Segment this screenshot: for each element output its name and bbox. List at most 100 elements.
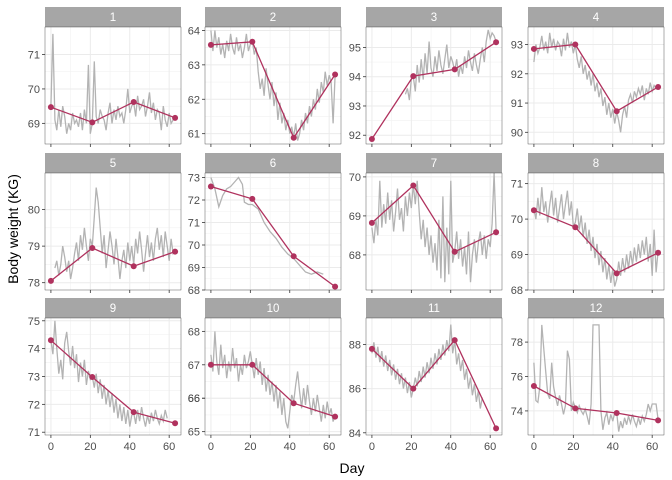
y-tick-label: 72 [188, 195, 200, 207]
y-tick-label: 63 [188, 60, 200, 72]
strip-background [528, 298, 664, 318]
summary-point [47, 104, 54, 111]
x-tick-label: 0 [369, 441, 375, 453]
panels: 1697071261626364392939495490919293578798… [28, 7, 665, 453]
strip-label: 12 [590, 303, 603, 315]
y-tick-label: 69 [349, 211, 361, 223]
strip-background [45, 298, 181, 318]
summary-point [451, 66, 458, 73]
summary-point [47, 277, 54, 284]
summary-point [655, 249, 662, 256]
y-tick-label: 65 [188, 427, 200, 439]
x-tick-label: 0 [208, 441, 214, 453]
y-tick-label: 64 [188, 25, 200, 37]
panel-6: 6 68 69 70 71 72 73 [188, 153, 342, 297]
summary-point [410, 73, 417, 80]
panel-5: 5 78 79 80 [28, 153, 182, 293]
summary-point [89, 244, 96, 251]
summary-series-line [210, 185, 336, 288]
x-tick-label: 40 [284, 441, 296, 453]
y-tick-label: 72 [28, 399, 40, 411]
panel-background [366, 173, 502, 290]
summary-series-line [50, 247, 176, 282]
panel-background [366, 27, 502, 144]
y-tick-label: 66 [188, 393, 200, 405]
strip-label: 9 [110, 303, 116, 315]
x-tick-label: 60 [646, 441, 658, 453]
raw-series-line [533, 324, 659, 432]
panel-border [204, 317, 342, 436]
y-tick-label: 70 [28, 84, 40, 96]
raw-series-line [54, 187, 176, 280]
y-tick-label: 95 [349, 42, 361, 54]
y-tick-label: 93 [349, 101, 361, 113]
y-tick-label: 80 [28, 205, 40, 217]
summary-point [290, 253, 297, 260]
summary-series-line [210, 364, 336, 418]
summary-point [89, 374, 96, 381]
panel-2: 2 61 62 63 64 [188, 7, 342, 147]
strip-label: 6 [270, 158, 276, 170]
panel-4: 4 90 91 92 93 [511, 7, 665, 147]
summary-series-line [533, 209, 659, 275]
y-tick-label: 68 [188, 285, 200, 297]
raw-series-line [371, 324, 483, 409]
strip-label: 4 [593, 12, 600, 24]
y-tick-label: 66 [188, 393, 200, 405]
summary-point [130, 263, 137, 270]
y-tick-label: 74 [28, 344, 40, 356]
y-tick-label: 70 [511, 214, 523, 226]
x-tick-label: 20 [84, 441, 96, 453]
summary-point [530, 45, 537, 52]
y-tick-label: 61 [188, 129, 200, 141]
strip-background [45, 7, 181, 27]
y-tick-label: 76 [511, 372, 523, 384]
y-tick-label: 94 [349, 72, 361, 84]
strip-background [366, 7, 502, 27]
strip-label: 1 [110, 12, 116, 24]
x-tick-label: 40 [124, 441, 136, 453]
panel-background [366, 318, 502, 435]
summary-series-line [533, 43, 659, 113]
x-axis-title: Day [340, 460, 365, 476]
strip-label: 2 [270, 12, 276, 24]
x-tick-label: 0 [531, 441, 537, 453]
panel-8: 8 68 69 70 71 [511, 153, 665, 297]
strip-background [528, 7, 664, 27]
y-tick-label: 69 [511, 250, 523, 262]
panel-background [205, 173, 341, 290]
summary-point [368, 345, 375, 352]
summary-point [613, 409, 620, 416]
raw-series-line [533, 32, 659, 133]
y-tick-label: 88 [349, 339, 361, 351]
raw-series-line [50, 320, 168, 427]
y-tick-label: 93 [511, 40, 523, 52]
summary-point [249, 38, 256, 45]
x-tick-label: 40 [445, 441, 457, 453]
summary-series-line [371, 184, 497, 253]
summary-point [249, 361, 256, 368]
y-tick-label: 70 [349, 172, 361, 184]
panel-border [365, 172, 503, 291]
y-tick-label: 69 [188, 263, 200, 275]
y-tick-label: 73 [188, 173, 200, 185]
summary-point [493, 229, 500, 236]
strip-label: 11 [428, 303, 440, 315]
y-tick-label: 78 [28, 278, 40, 290]
summary-series-line [371, 41, 497, 140]
panel-12: 12 74 76 78 0 20 40 60 [511, 298, 665, 453]
summary-point [172, 420, 179, 427]
strip-background [366, 298, 502, 318]
summary-point [207, 183, 214, 190]
summary-series-line [50, 339, 176, 424]
y-tick-label: 78 [511, 337, 523, 349]
strip-background [366, 153, 502, 173]
panel-border [527, 26, 665, 145]
summary-point [130, 99, 137, 106]
raw-series-line [210, 30, 336, 141]
summary-series-line [50, 101, 176, 124]
summary-point [572, 405, 579, 412]
y-tick-label: 79 [28, 241, 40, 253]
summary-point [613, 108, 620, 115]
